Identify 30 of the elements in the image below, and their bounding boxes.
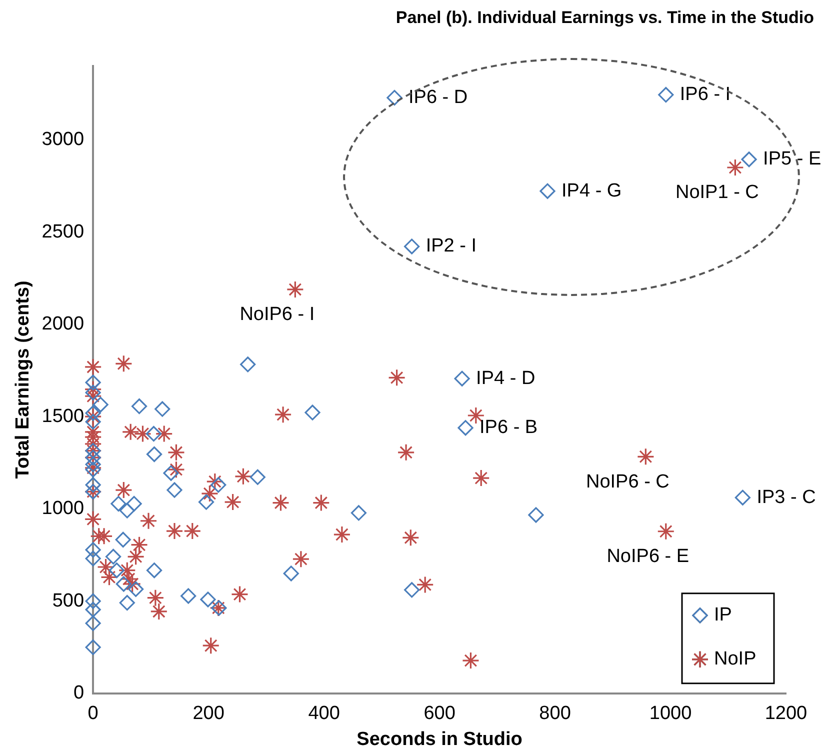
- y-tick-label: 500: [52, 590, 84, 612]
- y-tick-label: 0: [73, 682, 84, 704]
- x-axis-title: Seconds in Studio: [356, 728, 522, 750]
- annotation: NoIP6 - I: [240, 304, 315, 326]
- annotation: IP5 - E: [763, 148, 822, 170]
- annotation: IP6 - B: [480, 417, 538, 438]
- x-tick-label: 200: [192, 703, 224, 724]
- legend-label: NoIP: [714, 648, 756, 670]
- x-tick-label: 600: [424, 703, 456, 724]
- annotation: IP4 - G: [562, 180, 622, 202]
- y-tick-label: 2000: [42, 314, 84, 335]
- annotation: NoIP1 - C: [675, 182, 759, 204]
- x-tick-label: 1200: [764, 703, 808, 724]
- y-axis-title: Total Earnings (cents): [12, 280, 34, 479]
- annotation: NoIP6 - C: [586, 471, 670, 492]
- y-tick-label: 2500: [42, 221, 84, 242]
- y-tick-label: 1500: [42, 406, 84, 427]
- y-tick-label: 1000: [42, 498, 84, 520]
- x-tick-label: 0: [88, 703, 98, 724]
- annotation: NoIP6 - E: [606, 546, 690, 568]
- annotation: IP6 - D: [408, 86, 468, 108]
- x-tick-label: 1000: [649, 703, 692, 724]
- chart-title: Panel (b). Individual Earnings vs. Time in the Studio: [396, 8, 814, 28]
- annotation: IP2 - I: [426, 236, 477, 257]
- y-tick-label: 3000: [42, 129, 84, 150]
- annotation: IP3 - C: [756, 486, 816, 508]
- legend-label: IP: [714, 604, 732, 626]
- x-tick-label: 800: [539, 703, 571, 724]
- annotation: IP4 - D: [476, 368, 536, 389]
- x-tick-label: 400: [308, 703, 340, 724]
